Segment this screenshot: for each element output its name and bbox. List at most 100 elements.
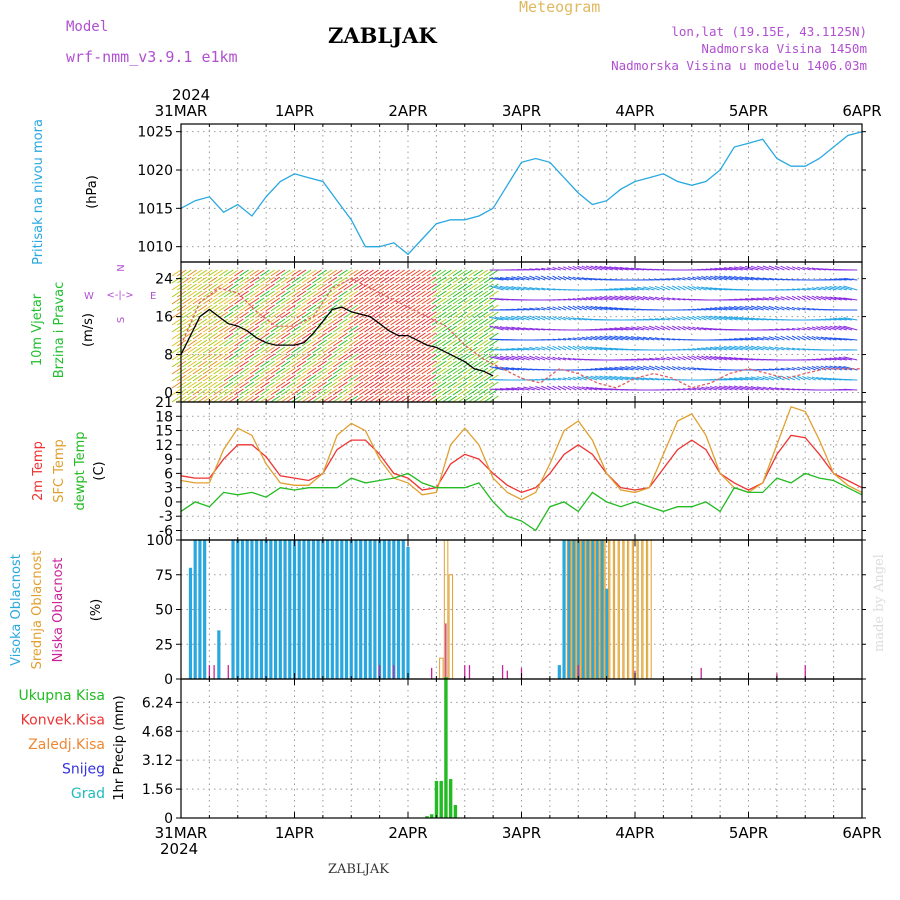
wind-barb xyxy=(594,265,608,271)
wind-barb xyxy=(244,311,255,319)
wind-barb xyxy=(786,265,796,271)
series-line-2m-temp xyxy=(180,434,863,494)
wind-barb xyxy=(660,285,671,291)
wind-barb xyxy=(254,304,265,312)
wind-barb xyxy=(327,318,338,326)
wind-barb xyxy=(437,276,447,284)
wind-barb xyxy=(390,381,400,389)
wind-barb xyxy=(301,325,312,333)
wind-barb xyxy=(625,287,639,291)
wind-barb xyxy=(353,304,364,312)
wind-barb xyxy=(457,297,468,305)
wind-barb xyxy=(705,355,717,361)
wind-barb xyxy=(390,276,400,284)
wind-barb xyxy=(228,325,239,333)
wind-barb xyxy=(379,332,390,340)
wind-barb xyxy=(317,290,327,298)
wind-barb xyxy=(421,283,431,291)
wind-barb xyxy=(463,339,473,347)
wind-barb xyxy=(701,315,712,321)
wind-barb xyxy=(291,276,301,284)
wind-barb xyxy=(379,374,390,382)
wind-barb xyxy=(228,297,239,305)
wind-barb xyxy=(523,275,535,281)
wind-barb xyxy=(228,353,239,361)
wind-barb xyxy=(478,290,489,298)
wind-barb xyxy=(529,346,541,351)
wind-barb xyxy=(218,353,229,361)
wind-barb xyxy=(270,346,281,354)
wind-barb xyxy=(301,311,312,319)
wind-barb xyxy=(322,318,333,326)
wind-barb xyxy=(489,269,499,277)
wind-barb xyxy=(838,297,853,301)
wind-barb xyxy=(296,346,307,354)
wind-barb xyxy=(666,278,676,281)
wind-barb xyxy=(489,318,499,326)
wind-barb xyxy=(816,326,827,331)
wind-barb xyxy=(745,337,759,341)
wind-barb xyxy=(228,304,239,312)
wind-barb xyxy=(275,325,286,333)
wind-barb xyxy=(431,374,442,382)
wind-barb xyxy=(421,339,431,347)
wind-barb xyxy=(332,325,343,333)
wind-barb xyxy=(249,325,260,333)
wind-barb xyxy=(348,325,359,333)
y-tick-label: 50 xyxy=(155,603,173,619)
wind-barb xyxy=(523,286,535,291)
wind-barb xyxy=(505,355,520,361)
wind-barb xyxy=(239,381,249,389)
wind-barb xyxy=(234,388,244,396)
cloud-bar-high xyxy=(217,630,221,679)
wind-barb xyxy=(762,277,775,281)
wind-barb xyxy=(353,367,364,375)
wind-barb xyxy=(218,290,229,298)
y-tick-label: 1010 xyxy=(137,240,173,256)
wind-barb xyxy=(581,305,593,311)
wind-barb xyxy=(254,318,265,326)
wind-barb xyxy=(489,367,499,375)
wind-barb xyxy=(390,304,400,312)
precip-unit: 1hr Precip (mm) xyxy=(112,695,127,800)
wind-barb xyxy=(249,395,260,403)
wind-barb xyxy=(478,297,489,305)
wind-barb xyxy=(411,269,421,277)
wind-barb xyxy=(338,290,348,298)
wind-barb xyxy=(405,283,416,291)
meteogram-label: Meteogram xyxy=(519,0,601,16)
wind-barb xyxy=(457,395,468,403)
cloud-bar-mid xyxy=(448,574,454,680)
wind-barb xyxy=(421,360,431,368)
wind-barb xyxy=(609,375,624,381)
wind-barb xyxy=(572,276,582,281)
wind-barb xyxy=(802,376,811,381)
wind-barb xyxy=(327,360,338,368)
wind-barb xyxy=(431,276,442,284)
wind-barb xyxy=(327,353,338,361)
wind-barb xyxy=(234,276,244,284)
wind-barb xyxy=(728,345,743,351)
wind-barb xyxy=(655,318,665,321)
wind-barb xyxy=(572,337,582,341)
wind-barb xyxy=(385,283,395,291)
wind-barb xyxy=(468,353,478,361)
wind-barb xyxy=(374,325,385,333)
wind-barb xyxy=(411,276,421,284)
wind-barb xyxy=(768,265,780,271)
wind-barb xyxy=(395,374,405,382)
wind-barb xyxy=(343,304,353,312)
wind-barb xyxy=(395,276,405,284)
wind-barb xyxy=(816,358,827,361)
wind-barb xyxy=(390,388,400,396)
wind-barb xyxy=(270,297,281,305)
wind-barb xyxy=(369,269,379,277)
wind-barb xyxy=(390,360,400,368)
wind-barb xyxy=(286,332,296,340)
wind-barb xyxy=(489,285,504,291)
wind-barb xyxy=(660,317,671,321)
wind-barb xyxy=(301,339,312,347)
wind-barb xyxy=(296,276,307,284)
wind-barb xyxy=(468,332,478,340)
